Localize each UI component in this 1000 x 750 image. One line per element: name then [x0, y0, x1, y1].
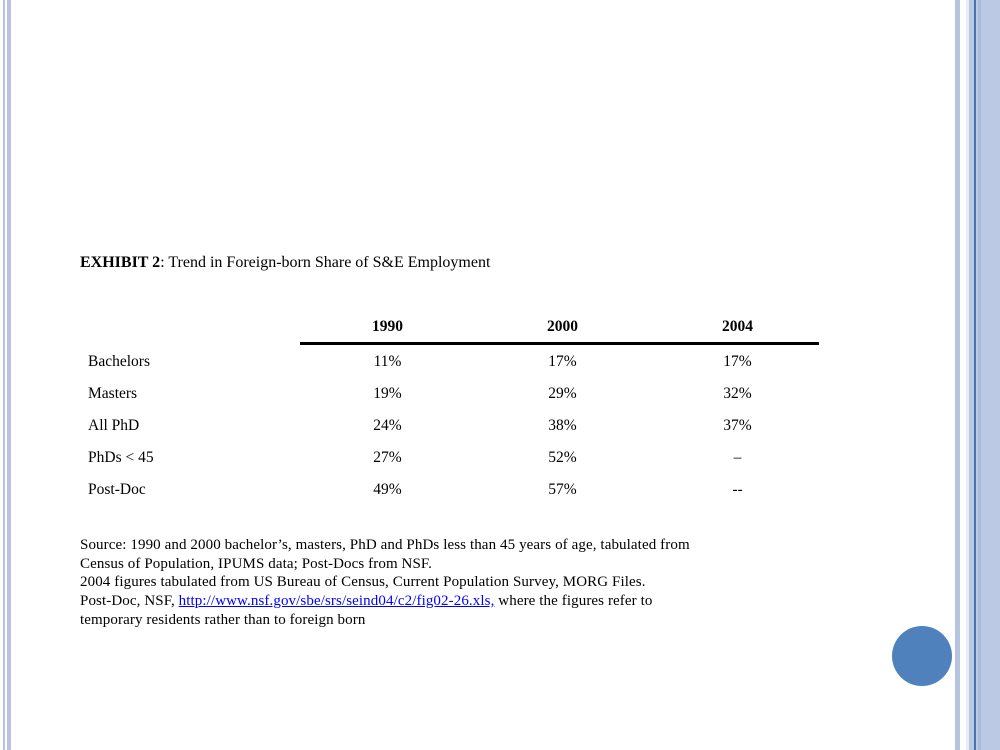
- row-value-2000: 38%: [548, 417, 577, 434]
- exhibit-title-number: EXHIBIT 2: [80, 254, 161, 271]
- row-label: All PhD: [88, 417, 140, 434]
- source-link-line: Post-Doc, NSF, http://www.nsf.gov/sbe/sr…: [80, 592, 825, 611]
- right-band-medium-stripe: [978, 0, 981, 750]
- source-notes: Source: 1990 and 2000 bachelor’s, master…: [80, 536, 825, 630]
- table-header-row: 1990 2000 2004: [80, 318, 825, 335]
- row-value-2000: 52%: [548, 449, 577, 466]
- source-line: Census of Population, IPUMS data; Post-D…: [80, 555, 433, 572]
- row-value-2000: 57%: [548, 481, 577, 498]
- row-value-1990: 19%: [373, 385, 402, 402]
- row-value-2000: 17%: [548, 353, 577, 370]
- table-row: Masters 19% 29% 32%: [80, 385, 825, 402]
- source-line: 2004 figures tabulated from US Bureau of…: [80, 574, 646, 591]
- table-header-2004: 2004: [722, 318, 753, 335]
- source-line: Source: 1990 and 2000 bachelor’s, master…: [80, 537, 690, 553]
- table-header-empty: [80, 318, 300, 335]
- right-band-light-stripe: [966, 0, 969, 750]
- row-value-2004: –: [733, 449, 742, 466]
- exhibit-title-text: : Trend in Foreign-born Share of S&E Emp…: [160, 254, 491, 271]
- source-link-post: where the figures refer to: [494, 593, 653, 610]
- row-label: Masters: [88, 385, 138, 402]
- row-value-1990: 11%: [373, 353, 402, 370]
- row-label: Post-Doc: [88, 481, 146, 498]
- left-accent-stripe-wide: [7, 0, 11, 750]
- row-value-1990: 49%: [373, 481, 402, 498]
- left-accent-stripe-thin: [3, 0, 5, 750]
- row-value-2004: --: [732, 481, 743, 498]
- row-label: PhDs < 45: [88, 449, 154, 466]
- source-link-pre: Post-Doc, NSF,: [80, 593, 179, 610]
- source-line: temporary residents rather than to forei…: [80, 611, 366, 628]
- row-value-2004: 17%: [723, 353, 752, 370]
- right-accent-band: [966, 0, 1000, 750]
- row-value-1990: 24%: [373, 417, 402, 434]
- right-band-dark-line: [974, 0, 976, 750]
- right-accent-stripe-thin: [955, 0, 960, 750]
- row-value-1990: 27%: [373, 449, 402, 466]
- row-value-2004: 32%: [723, 385, 752, 402]
- table-header-1990: 1990: [372, 318, 403, 335]
- row-value-2004: 37%: [723, 417, 752, 434]
- nsf-hyperlink[interactable]: http://www.nsf.gov/sbe/srs/seind04/c2/fi…: [178, 593, 495, 610]
- decorative-circle: [892, 626, 952, 686]
- row-value-2000: 29%: [548, 385, 577, 402]
- table-row: Bachelors 11% 17% 17%: [80, 353, 825, 370]
- table-row: PhDs < 45 27% 52% –: [80, 449, 825, 466]
- exhibit-title: EXHIBIT 2: Trend in Foreign-born Share o…: [80, 254, 490, 272]
- row-label: Bachelors: [88, 353, 150, 370]
- table-row: Post-Doc 49% 57% --: [80, 481, 825, 498]
- table-row: All PhD 24% 38% 37%: [80, 417, 825, 434]
- table-header-rule: [300, 342, 819, 345]
- table-header-2000: 2000: [547, 318, 578, 335]
